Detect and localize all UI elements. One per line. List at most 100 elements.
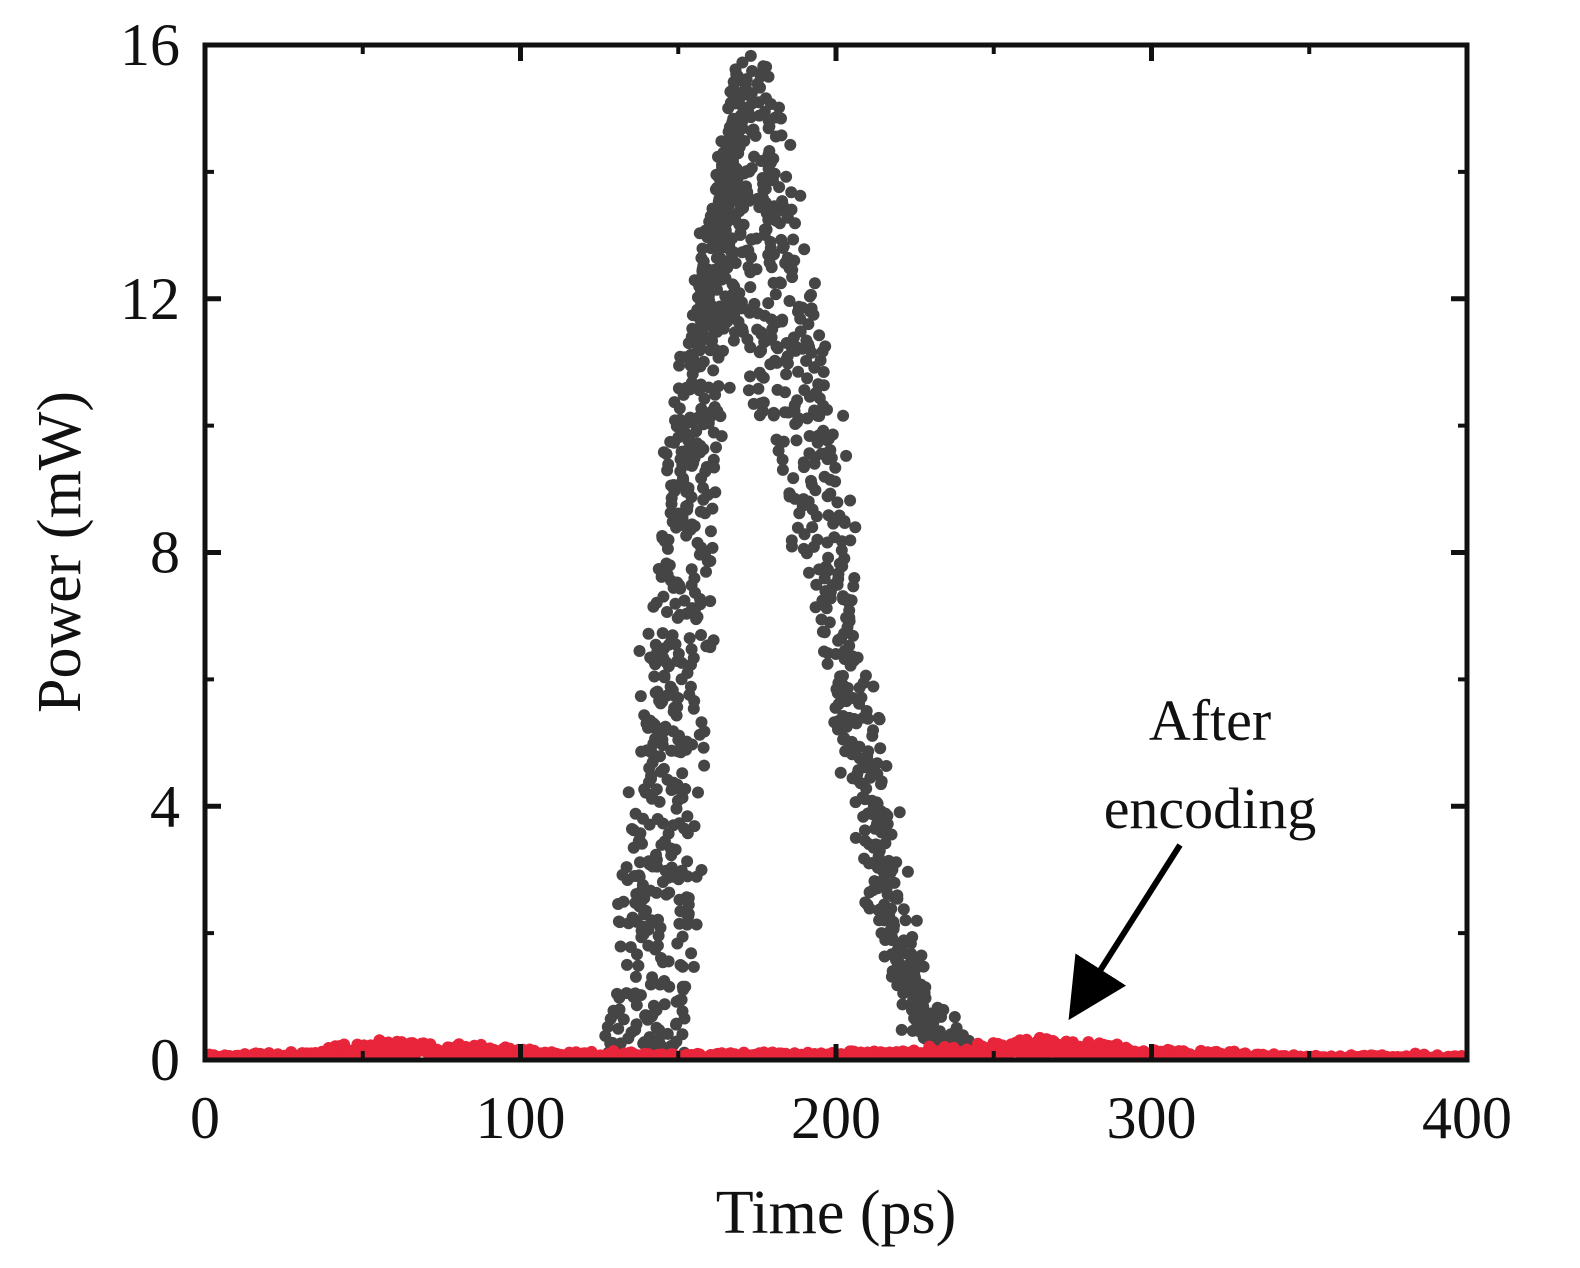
data-point-before bbox=[729, 88, 742, 101]
data-point-before bbox=[798, 384, 811, 397]
data-point-before bbox=[829, 461, 842, 474]
data-point-before bbox=[622, 786, 635, 799]
data-point-before bbox=[683, 351, 695, 364]
data-point-before bbox=[867, 680, 880, 693]
annotation-after-encoding: After encoding bbox=[1068, 688, 1316, 1021]
data-point-before bbox=[787, 472, 800, 485]
data-point-before bbox=[661, 568, 674, 581]
data-point-before bbox=[821, 647, 834, 660]
data-point-before bbox=[678, 594, 691, 607]
data-point-before bbox=[685, 330, 698, 343]
data-point-before bbox=[710, 168, 723, 181]
data-point-before bbox=[690, 918, 703, 931]
data-point-before bbox=[885, 970, 898, 983]
data-point-before bbox=[695, 716, 708, 729]
data-point-before bbox=[650, 848, 662, 861]
y-axis-label: Power (mW) bbox=[26, 391, 94, 713]
data-point-before bbox=[712, 380, 725, 393]
data-point-before bbox=[697, 741, 710, 754]
data-point-before bbox=[821, 453, 834, 466]
data-point-before bbox=[748, 297, 761, 310]
series-before-encoding bbox=[593, 49, 978, 1060]
data-point-before bbox=[764, 235, 777, 248]
data-point-before bbox=[675, 656, 688, 669]
data-point-before bbox=[663, 886, 676, 899]
data-point-before bbox=[664, 506, 677, 519]
data-point-before bbox=[781, 357, 794, 370]
data-point-before bbox=[836, 560, 849, 573]
data-point-before bbox=[658, 724, 671, 737]
data-point-before bbox=[921, 1012, 934, 1025]
data-point-before bbox=[614, 940, 627, 953]
data-point-before bbox=[646, 860, 659, 873]
data-point-before bbox=[901, 865, 914, 878]
data-point-before bbox=[717, 344, 729, 357]
data-point-before bbox=[810, 510, 823, 523]
data-point-before bbox=[891, 889, 904, 902]
x-axis-label: Time (ps) bbox=[716, 1179, 957, 1247]
data-point-before bbox=[673, 359, 686, 372]
data-point-before bbox=[786, 264, 799, 276]
data-point-before bbox=[627, 824, 640, 837]
data-point-before bbox=[680, 500, 693, 513]
data-point-before bbox=[712, 195, 725, 208]
data-point-before bbox=[676, 479, 689, 492]
data-point-before bbox=[798, 461, 810, 474]
data-point-before bbox=[867, 802, 880, 815]
data-point-before bbox=[770, 340, 783, 353]
data-point-before bbox=[862, 745, 875, 758]
data-point-before bbox=[837, 669, 849, 682]
data-point-before bbox=[844, 494, 857, 507]
data-point-before bbox=[671, 745, 684, 758]
data-point-before bbox=[687, 652, 700, 664]
data-point-before bbox=[785, 534, 798, 547]
data-point-before bbox=[829, 475, 842, 488]
data-point-before bbox=[899, 914, 912, 927]
data-point-before bbox=[652, 1033, 665, 1046]
data-point-before bbox=[827, 517, 840, 530]
data-point-before bbox=[762, 297, 775, 310]
data-point-before bbox=[686, 738, 698, 751]
data-point-before bbox=[817, 424, 830, 437]
data-point-before bbox=[642, 939, 655, 952]
data-point-before bbox=[734, 109, 747, 122]
data-point-before bbox=[910, 914, 923, 927]
data-point-before bbox=[805, 288, 817, 301]
data-point-before bbox=[673, 893, 686, 906]
data-point-before bbox=[724, 208, 737, 221]
data-point-before bbox=[747, 397, 760, 410]
data-point-before bbox=[806, 521, 819, 534]
data-point-before bbox=[649, 657, 661, 670]
data-point-before bbox=[885, 948, 898, 961]
data-point-before bbox=[744, 266, 757, 279]
data-point-before bbox=[741, 186, 754, 199]
data-point-before bbox=[744, 281, 757, 294]
data-point-before bbox=[867, 724, 879, 737]
data-point-before bbox=[780, 368, 793, 381]
data-point-before bbox=[821, 490, 834, 503]
data-point-before bbox=[757, 396, 770, 409]
data-point-before bbox=[670, 802, 683, 815]
axis-ticks: 0 100 200 300 400 0 4 8 12 16 bbox=[120, 12, 1512, 1151]
data-point-before bbox=[701, 288, 714, 301]
data-point-before bbox=[673, 402, 686, 415]
data-point-before bbox=[630, 999, 643, 1012]
y-tick-label: 12 bbox=[120, 266, 180, 332]
data-point-before bbox=[771, 383, 784, 396]
data-point-before bbox=[736, 56, 749, 69]
data-point-before bbox=[767, 207, 780, 220]
data-point-before bbox=[656, 627, 669, 640]
data-point-before bbox=[675, 519, 688, 531]
data-point-before bbox=[690, 870, 703, 883]
data-point-before bbox=[752, 382, 765, 395]
data-point-before bbox=[688, 695, 701, 707]
data-point-before bbox=[645, 1010, 658, 1023]
data-point-before bbox=[835, 544, 848, 557]
data-point-before bbox=[703, 333, 716, 346]
data-point-before bbox=[834, 766, 847, 779]
data-point-before bbox=[810, 386, 823, 399]
data-point-before bbox=[758, 223, 771, 236]
data-point-before bbox=[744, 341, 757, 354]
data-point-before bbox=[669, 597, 682, 610]
data-point-before bbox=[859, 669, 872, 682]
